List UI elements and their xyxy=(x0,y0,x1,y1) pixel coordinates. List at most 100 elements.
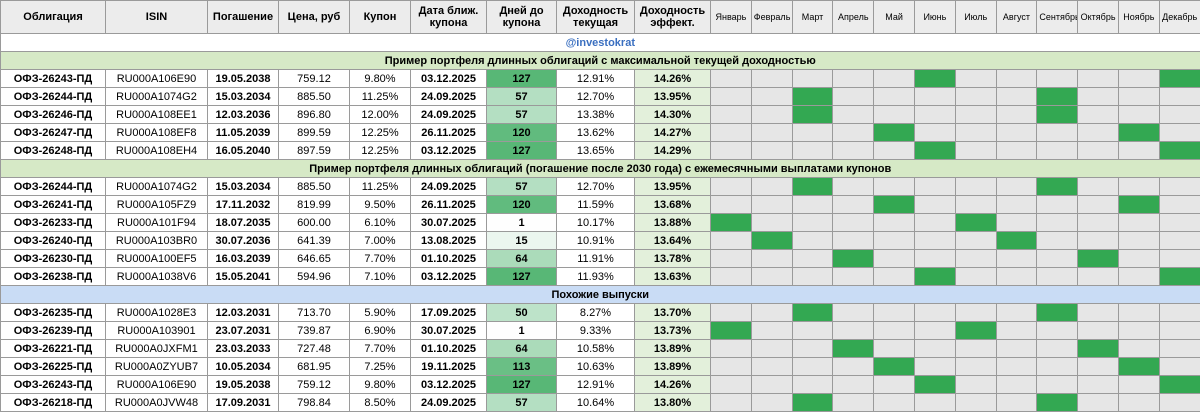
name: ОФЗ-26233-ПД xyxy=(0,213,106,232)
next-date: 26.11.2025 xyxy=(410,123,487,142)
coupon-month xyxy=(1077,339,1119,358)
current-yield: 10.64% xyxy=(556,393,635,412)
maturity: 11.05.2039 xyxy=(207,123,279,142)
coupon-month xyxy=(832,213,875,232)
maturity: 16.03.2039 xyxy=(207,249,279,268)
handle: @investokrat xyxy=(0,33,1200,52)
coupon-month xyxy=(710,249,752,268)
coupon-month xyxy=(995,177,1038,196)
name: ОФЗ-26238-ПД xyxy=(0,267,106,286)
coupon-month xyxy=(995,303,1038,322)
section-title: Пример портфеля длинных облигаций (погаш… xyxy=(0,159,1200,178)
days: 1 xyxy=(486,213,557,232)
coupon-month xyxy=(791,195,834,214)
coupon-month xyxy=(1077,195,1119,214)
bond-row: ОФЗ-26243-ПД RU000A106E90 19.05.2038 759.12… xyxy=(0,375,1200,394)
month-header: Июнь xyxy=(913,0,956,34)
coupon-month xyxy=(832,69,875,88)
next-date: 03.12.2025 xyxy=(410,375,487,394)
coupon-month xyxy=(791,213,834,232)
coupon: 7.70% xyxy=(349,249,411,268)
coupon-month xyxy=(1158,321,1200,340)
coupon-month xyxy=(954,321,997,340)
current-yield: 8.27% xyxy=(556,303,635,322)
effective-yield: 14.26% xyxy=(634,69,711,88)
coupon-month xyxy=(1158,141,1200,160)
coupon-month xyxy=(832,393,875,412)
effective-yield: 13.63% xyxy=(634,267,711,286)
coupon-month xyxy=(710,87,752,106)
coupon-month xyxy=(791,393,834,412)
coupon-month xyxy=(710,393,752,412)
coupon-month xyxy=(750,87,793,106)
month-header: Сентябрь xyxy=(1036,0,1079,34)
coupon-month xyxy=(791,249,834,268)
coupon-month xyxy=(873,123,915,142)
coupon-month xyxy=(791,303,834,322)
current-yield: 11.59% xyxy=(556,195,635,214)
maturity: 16.05.2040 xyxy=(207,141,279,160)
column-header: Облигация xyxy=(0,0,106,34)
coupon-month xyxy=(750,249,793,268)
coupon-month xyxy=(832,87,875,106)
coupon-month xyxy=(1117,249,1160,268)
effective-yield: 13.64% xyxy=(634,231,711,250)
maturity: 17.09.2031 xyxy=(207,393,279,412)
next-date: 24.09.2025 xyxy=(410,393,487,412)
coupon-month xyxy=(1158,123,1200,142)
coupon-month xyxy=(1036,69,1079,88)
isin: RU000A100EF5 xyxy=(105,249,208,268)
coupon-month xyxy=(1077,231,1119,250)
coupon-month xyxy=(873,69,915,88)
coupon-month xyxy=(954,357,997,376)
coupon-month xyxy=(913,303,956,322)
month-header: Ноябрь xyxy=(1117,0,1160,34)
coupon-month xyxy=(873,249,915,268)
name: ОФЗ-26244-ПД xyxy=(0,87,106,106)
isin: RU000A106E90 xyxy=(105,375,208,394)
next-date: 03.12.2025 xyxy=(410,267,487,286)
coupon-month xyxy=(791,357,834,376)
isin: RU000A1038V6 xyxy=(105,267,208,286)
coupon-month xyxy=(913,321,956,340)
price: 759.12 xyxy=(278,375,350,394)
isin: RU000A106E90 xyxy=(105,69,208,88)
coupon-month xyxy=(873,231,915,250)
coupon-month xyxy=(1077,393,1119,412)
bond-row: ОФЗ-26233-ПД RU000A101F94 18.07.2035 600.00… xyxy=(0,213,1200,232)
isin: RU000A0JXFM1 xyxy=(105,339,208,358)
coupon-month xyxy=(995,393,1038,412)
next-date: 01.10.2025 xyxy=(410,339,487,358)
effective-yield: 13.80% xyxy=(634,393,711,412)
coupon-month xyxy=(913,267,956,286)
coupon-month xyxy=(873,213,915,232)
effective-yield: 13.68% xyxy=(634,195,711,214)
coupon-month xyxy=(1117,69,1160,88)
name: ОФЗ-26241-ПД xyxy=(0,195,106,214)
section-title: Пример портфеля длинных облигаций с макс… xyxy=(0,51,1200,70)
coupon-month xyxy=(995,69,1038,88)
coupon-month xyxy=(954,69,997,88)
coupon-month xyxy=(954,177,997,196)
effective-yield: 13.89% xyxy=(634,339,711,358)
coupon-month xyxy=(710,339,752,358)
bond-row: ОФЗ-26244-ПД RU000A1074G2 15.03.2034 885.50… xyxy=(0,177,1200,196)
coupon-month xyxy=(832,267,875,286)
coupon-month xyxy=(710,321,752,340)
coupon-month xyxy=(913,195,956,214)
coupon: 9.80% xyxy=(349,69,411,88)
coupon-month xyxy=(750,357,793,376)
coupon-month xyxy=(1117,375,1160,394)
coupon-month xyxy=(791,339,834,358)
coupon-month xyxy=(1158,177,1200,196)
coupon: 7.25% xyxy=(349,357,411,376)
isin: RU000A0ZYUB7 xyxy=(105,357,208,376)
coupon-month xyxy=(995,213,1038,232)
coupon-month xyxy=(1077,303,1119,322)
coupon-month xyxy=(1077,105,1119,124)
column-header: Дней до купона xyxy=(486,0,557,34)
coupon-month xyxy=(832,375,875,394)
coupon-month xyxy=(750,177,793,196)
name: ОФЗ-26230-ПД xyxy=(0,249,106,268)
current-yield: 11.91% xyxy=(556,249,635,268)
